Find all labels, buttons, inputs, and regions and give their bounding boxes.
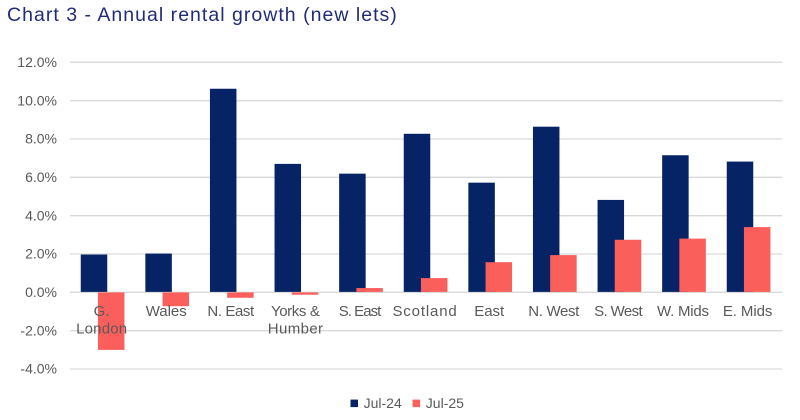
svg-text:10.0%: 10.0% <box>17 92 57 108</box>
svg-text:6.0%: 6.0% <box>25 169 57 185</box>
svg-text:S. West: S. West <box>594 303 643 320</box>
svg-text:Jul-25: Jul-25 <box>426 395 464 411</box>
svg-text:London: London <box>76 320 127 337</box>
svg-text:E. Mids: E. Mids <box>723 303 773 320</box>
svg-text:East: East <box>474 303 505 320</box>
svg-text:G.: G. <box>94 303 110 320</box>
svg-text:-4.0%: -4.0% <box>20 361 57 377</box>
svg-text:8.0%: 8.0% <box>25 131 57 147</box>
svg-text:4.0%: 4.0% <box>25 207 57 223</box>
svg-text:Scotland: Scotland <box>392 303 456 320</box>
svg-text:-2.0%: -2.0% <box>20 322 57 338</box>
svg-text:Jul-24: Jul-24 <box>364 395 402 411</box>
svg-text:Yorks &: Yorks & <box>271 303 320 320</box>
svg-text:W. Mids: W. Mids <box>657 303 709 320</box>
svg-text:N. West: N. West <box>528 303 580 320</box>
svg-text:0.0%: 0.0% <box>25 284 57 300</box>
svg-text:Humber: Humber <box>268 320 323 337</box>
svg-text:12.0%: 12.0% <box>17 54 57 70</box>
svg-text:Wales: Wales <box>146 303 187 320</box>
svg-text:S. East: S. East <box>339 303 382 320</box>
svg-text:2.0%: 2.0% <box>25 246 57 262</box>
svg-text:N. East: N. East <box>207 303 255 320</box>
